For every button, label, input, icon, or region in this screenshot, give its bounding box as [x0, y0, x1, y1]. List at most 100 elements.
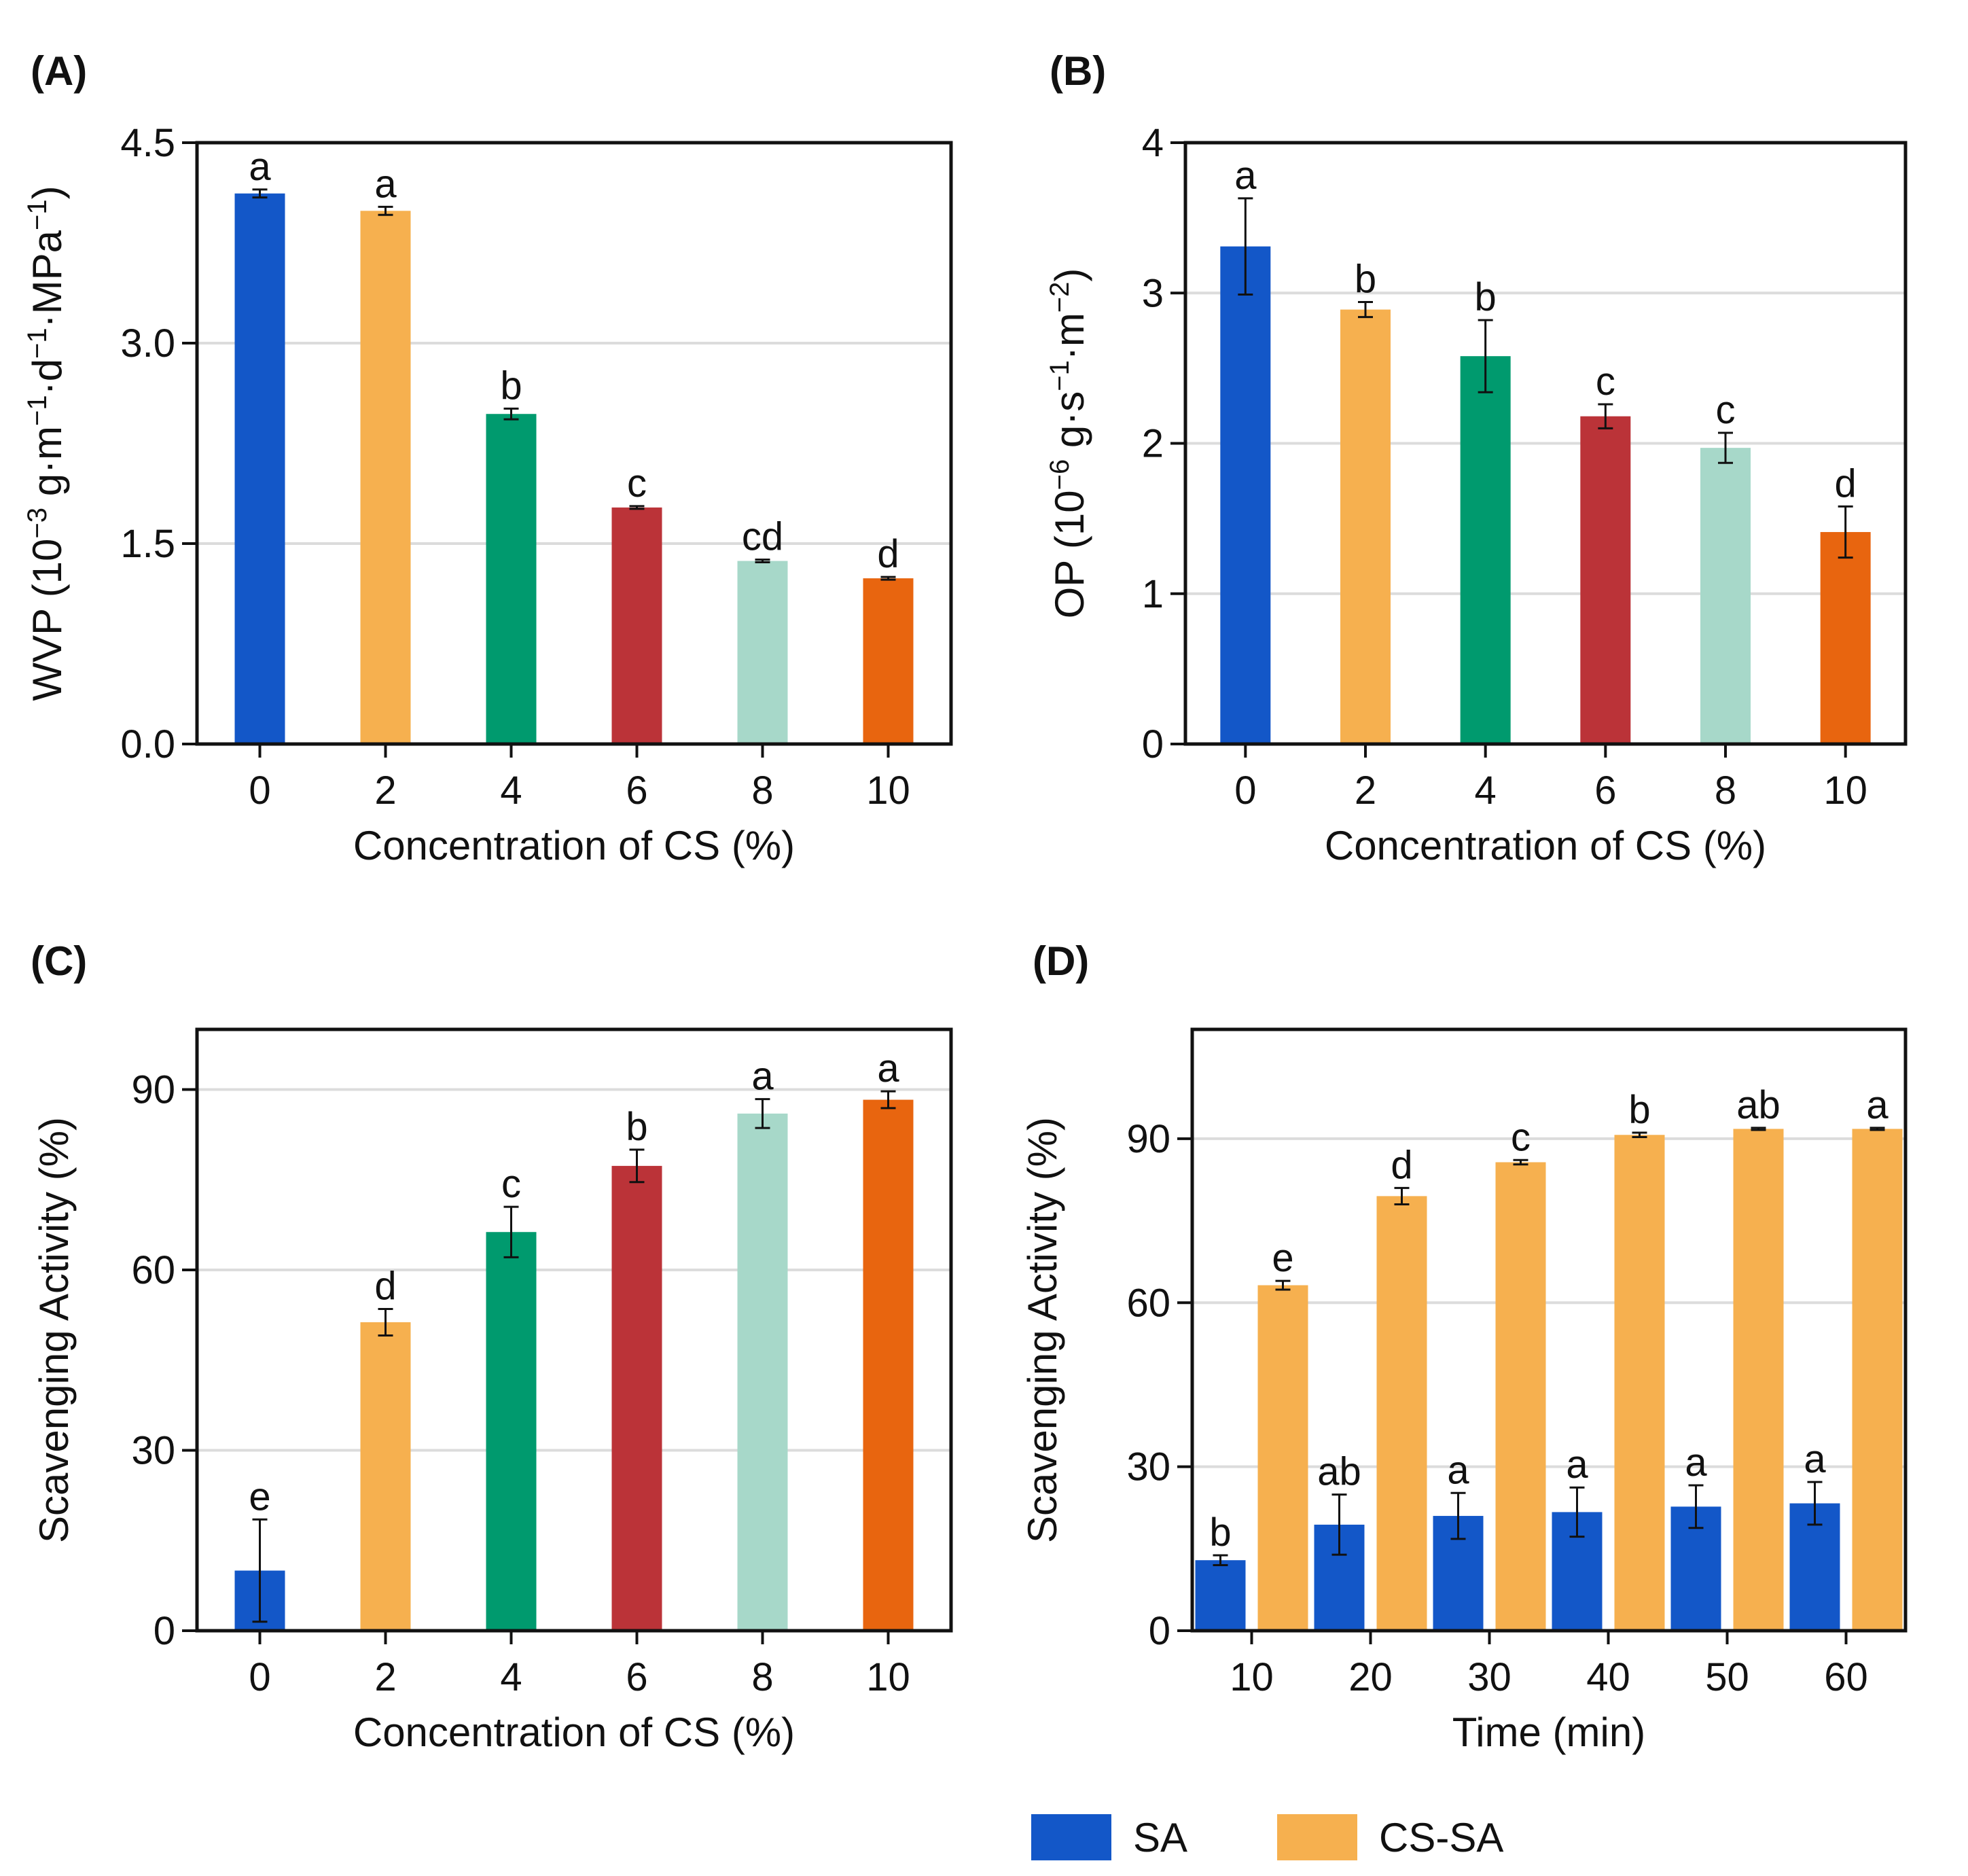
y-axis-title-part: OP (10: [1047, 490, 1092, 618]
x-tick-label: 8: [751, 1655, 773, 1699]
cs-4-bar: [1460, 356, 1511, 744]
cs-10-significance-label: a: [877, 1046, 899, 1091]
y-tick-label: 30: [1126, 1445, 1170, 1489]
x-tick-label: 2: [374, 1655, 396, 1699]
x-axis-title: Concentration of CS (%): [353, 823, 795, 868]
x-tick-label: 10: [1823, 768, 1867, 813]
plot-frame: [195, 141, 953, 746]
cs-6-bar: [611, 1165, 662, 1631]
x-tick-label: 6: [626, 1655, 647, 1699]
cs-8-significance-label: cd: [742, 515, 783, 559]
cs-10-significance-label: d: [877, 532, 899, 576]
x-tick-label: 60: [1824, 1655, 1868, 1699]
y-axis-title-part: g·s: [1047, 391, 1092, 459]
panel-label: (C): [31, 938, 87, 984]
cs-6-bar: [1580, 416, 1631, 744]
x-tick-label: 8: [1715, 768, 1736, 813]
cs-2-significance-label: d: [374, 1264, 396, 1309]
cs-6-significance-label: c: [1596, 359, 1615, 404]
y-tick-label: 4.5: [120, 121, 175, 165]
sa-significance-label: ab: [1317, 1450, 1361, 1494]
x-axis-title: Concentration of CS (%): [353, 1710, 795, 1755]
cs-2-significance-label: b: [1355, 258, 1376, 302]
legend-label-cs-sa: CS-SA: [1379, 1815, 1503, 1860]
x-tick-label: 4: [1475, 768, 1497, 813]
cs-10-bar: [863, 1099, 914, 1631]
y-axis-title-part: ): [1047, 268, 1092, 282]
y-axis-title-part: ·MPa: [24, 230, 70, 328]
cs-8-bar: [737, 561, 788, 744]
y-axis-title-superscript: −3: [22, 508, 52, 539]
x-tick-label: 8: [751, 768, 773, 813]
cs-2-bar: [360, 1322, 411, 1631]
x-tick-label: 6: [626, 768, 647, 813]
y-axis-title-part: Scavenging Activity (%): [1020, 1117, 1065, 1543]
cs-sa-significance-label: a: [1866, 1083, 1889, 1127]
cs-sa-bar: [1852, 1129, 1903, 1631]
x-tick-label: 6: [1594, 768, 1616, 813]
x-tick-label: 10: [866, 1655, 910, 1699]
y-axis-title-part: ·d: [24, 359, 70, 395]
sa-significance-label: a: [1447, 1448, 1469, 1492]
y-axis-title-superscript: −1: [1045, 360, 1075, 391]
cs-0-bar: [234, 193, 285, 744]
cs-8-bar: [737, 1113, 788, 1631]
x-tick-label: 50: [1705, 1655, 1749, 1699]
y-axis-title: WVP (10−3 g·m−1·d−1·MPa−1): [22, 185, 70, 701]
x-tick-label: 20: [1348, 1655, 1393, 1699]
y-axis-title-part: ·m: [1047, 313, 1092, 360]
y-axis-title-part: ): [24, 185, 70, 199]
cs-10-significance-label: d: [1835, 461, 1857, 506]
x-tick-label: 10: [1230, 1655, 1274, 1699]
x-tick-label: 0: [1234, 768, 1256, 813]
cs-0-bar: [1220, 246, 1271, 745]
x-tick-label: 40: [1586, 1655, 1630, 1699]
x-tick-label: 2: [374, 768, 396, 813]
sa-significance-label: a: [1566, 1443, 1588, 1487]
cs-6-significance-label: c: [627, 461, 647, 506]
panel-label: (A): [31, 48, 87, 94]
cs-0-significance-label: a: [249, 145, 271, 189]
y-tick-label: 3: [1142, 271, 1164, 315]
cs-2-bar: [360, 211, 411, 744]
cs-sa-significance-label: d: [1391, 1143, 1412, 1187]
y-axis-title-superscript: −1: [22, 395, 52, 426]
panel-label: (B): [1050, 48, 1106, 94]
y-tick-label: 1: [1142, 572, 1164, 616]
sa-significance-label: a: [1685, 1440, 1707, 1485]
cs-sa-significance-label: ab: [1736, 1083, 1781, 1127]
y-tick-label: 0: [1149, 1609, 1170, 1653]
x-tick-label: 4: [500, 1655, 522, 1699]
cs-sa-bar: [1614, 1135, 1665, 1631]
cs-sa-significance-label: c: [1511, 1115, 1531, 1159]
y-tick-label: 3.0: [120, 321, 175, 366]
cs-8-significance-label: c: [1716, 388, 1736, 432]
panel-b: (B) 0 1 2 3 4 a b b c c d 0 2 4 6 8 10 Concentration of CS…: [1045, 48, 1908, 868]
cs-4-bar: [486, 414, 537, 744]
plot-frame: [1183, 141, 1908, 746]
cs-0-significance-label: a: [1234, 154, 1257, 198]
y-tick-label: 0: [1142, 722, 1164, 766]
plot-frame: [1190, 1027, 1908, 1633]
cs-4-bar: [486, 1232, 537, 1631]
y-axis-title-superscript: −1: [22, 199, 52, 230]
y-tick-label: 60: [131, 1248, 175, 1292]
y-tick-label: 4: [1142, 121, 1164, 165]
y-tick-label: 30: [131, 1429, 175, 1473]
y-axis-title: Scavenging Activity (%): [31, 1117, 77, 1543]
y-tick-label: 1.5: [120, 522, 175, 566]
cs-0-significance-label: e: [249, 1474, 270, 1519]
sa-significance-label: b: [1209, 1510, 1231, 1555]
cs-sa-bar: [1733, 1129, 1784, 1631]
panel-label: (D): [1033, 938, 1089, 984]
legend-swatch-cs-sa: [1277, 1814, 1357, 1860]
cs-4-significance-label: b: [1475, 275, 1497, 319]
cs-sa-bar: [1376, 1196, 1427, 1631]
y-tick-label: 60: [1126, 1281, 1170, 1325]
legend-swatch-sa: [1031, 1814, 1111, 1860]
x-tick-label: 30: [1467, 1655, 1511, 1699]
cs-6-bar: [611, 507, 662, 744]
cs-4-significance-label: b: [500, 364, 522, 408]
y-tick-label: 90: [1126, 1117, 1170, 1161]
x-tick-label: 4: [500, 768, 522, 813]
